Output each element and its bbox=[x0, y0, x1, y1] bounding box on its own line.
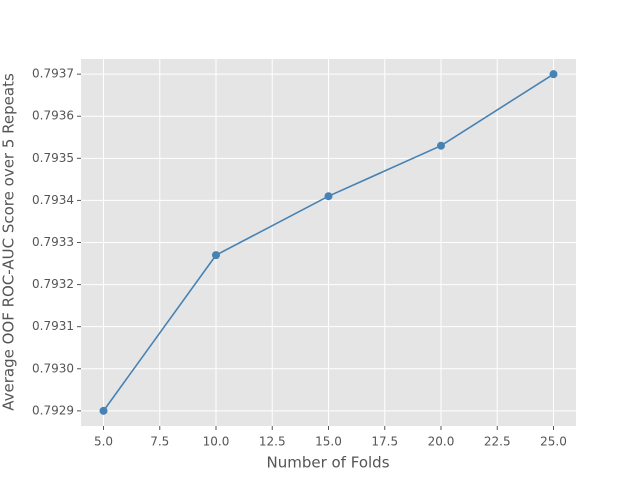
x-tick-label: 20.0 bbox=[428, 435, 455, 449]
y-tick-label: 0.7936 bbox=[32, 109, 74, 123]
y-tick-label: 0.7931 bbox=[32, 319, 74, 333]
y-tick-label: 0.7932 bbox=[32, 277, 74, 291]
y-tick-label: 0.7930 bbox=[32, 361, 74, 375]
y-tick-label: 0.7929 bbox=[32, 403, 74, 417]
data-point bbox=[324, 192, 333, 201]
x-tick-label: 5.0 bbox=[94, 435, 113, 449]
x-tick-label: 25.0 bbox=[540, 435, 567, 449]
y-axis-label: Average OOF ROC-AUC Score over 5 Repeats bbox=[0, 73, 18, 411]
y-tick-label: 0.7937 bbox=[32, 67, 74, 81]
y-tick-label: 0.7935 bbox=[32, 151, 74, 165]
data-point bbox=[212, 251, 220, 260]
data-point bbox=[99, 406, 108, 415]
data-point bbox=[549, 70, 558, 79]
x-tick-label: 22.5 bbox=[484, 435, 511, 449]
x-axis-label: Number of Folds bbox=[266, 454, 389, 472]
y-tick-label: 0.7934 bbox=[32, 193, 74, 207]
x-tick-label: 17.5 bbox=[371, 435, 398, 449]
data-point bbox=[437, 141, 445, 150]
y-tick-label: 0.7933 bbox=[32, 235, 74, 249]
x-tick-label: 12.5 bbox=[259, 435, 286, 449]
x-tick-label: 15.0 bbox=[315, 435, 342, 449]
x-tick-label: 7.5 bbox=[150, 435, 169, 449]
x-tick-label: 10.0 bbox=[203, 435, 230, 449]
